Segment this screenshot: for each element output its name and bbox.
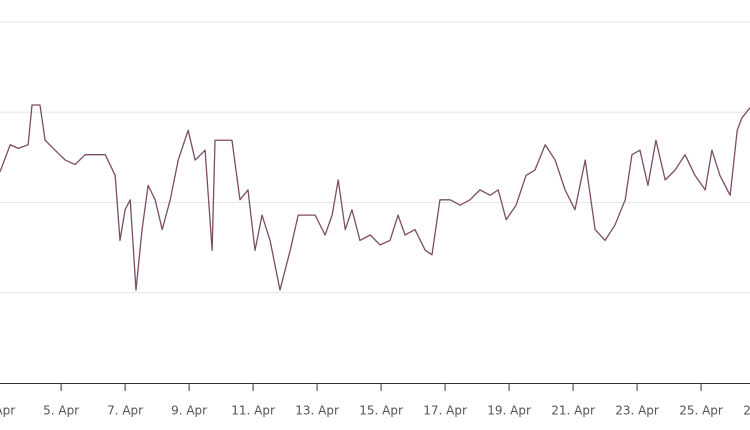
x-tick-label: 9. Apr xyxy=(171,404,207,418)
x-tick-label: 19. Apr xyxy=(487,404,531,418)
x-tick-label: 3. Apr xyxy=(0,404,15,418)
x-tick-label: 27. Apr xyxy=(743,404,750,418)
x-tick-label: 5. Apr xyxy=(43,404,79,418)
line-series xyxy=(0,104,750,291)
x-tick-label: 7. Apr xyxy=(107,404,143,418)
x-tick-label: 17. Apr xyxy=(423,404,467,418)
x-tick-label: 13. Apr xyxy=(295,404,339,418)
x-tick-label: 23. Apr xyxy=(615,404,659,418)
x-tick-label: 25. Apr xyxy=(679,404,723,418)
x-tick-label: 11. Apr xyxy=(231,404,275,418)
x-tick-label: 15. Apr xyxy=(359,404,403,418)
x-tick-label: 21. Apr xyxy=(551,404,595,418)
